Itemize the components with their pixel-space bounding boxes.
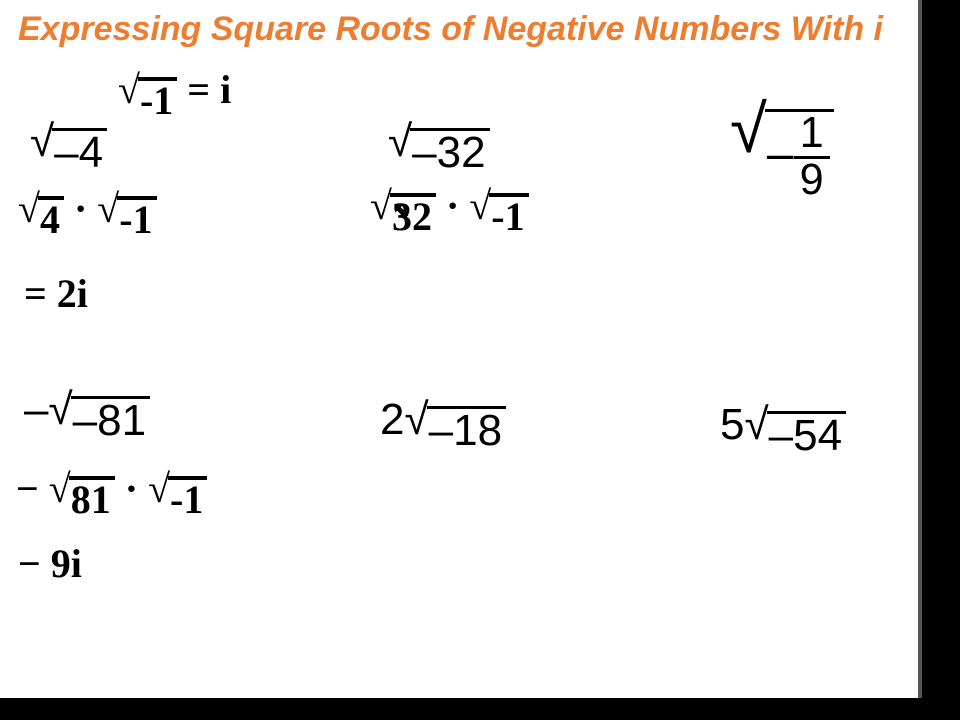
problem-1-step: √4 · √-1 (18, 185, 157, 240)
problem-3: √ – 1 9 (730, 96, 834, 202)
whiteboard: Expressing Square Roots of Negative Numb… (0, 0, 922, 698)
page-title: Expressing Square Roots of Negative Numb… (18, 10, 883, 49)
problem-4-result: − 9i (18, 540, 82, 587)
problem-6: 5√–54 (720, 400, 846, 458)
problem-4: –√–81 (24, 385, 150, 443)
problem-1: √–4 (30, 117, 107, 175)
cursor-icon: ⬉ (392, 198, 410, 224)
problem-2: √–32 (388, 117, 490, 175)
problem-4-step: − √81 · √-1 (16, 465, 207, 520)
definition: √-1 = i (118, 66, 231, 121)
problem-5: 2√–18 (380, 395, 506, 453)
problem-1-result: = 2i (24, 270, 88, 317)
